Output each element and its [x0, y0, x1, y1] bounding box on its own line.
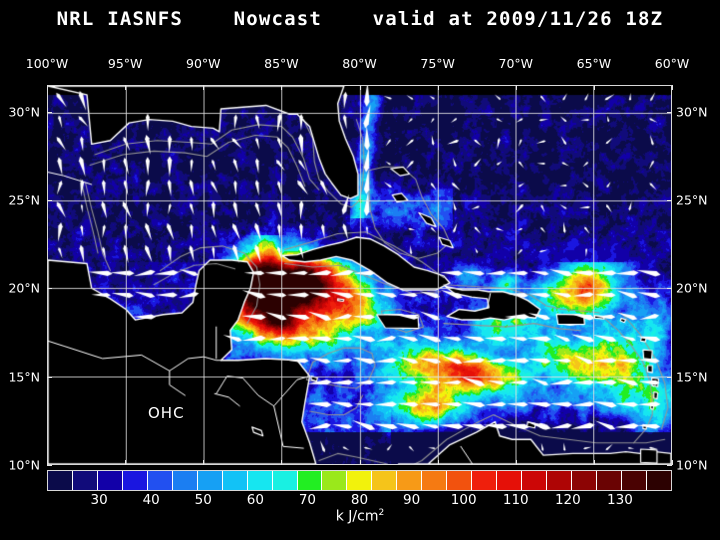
lon-tick — [672, 460, 673, 465]
colorbar-cell-19 — [522, 471, 548, 490]
map-panel[interactable] — [47, 85, 672, 465]
colorbar-cell-21 — [572, 471, 597, 490]
lon-label--95: 95°W — [107, 56, 143, 71]
lat-tick — [47, 288, 52, 290]
lon-tick — [515, 85, 517, 90]
lon-tick — [47, 460, 48, 465]
lon-tick — [125, 460, 127, 465]
colorbar-units-label: k J/cm2 — [0, 508, 720, 525]
lon-tick — [359, 460, 361, 465]
colorbar-cell-12 — [347, 471, 373, 490]
lon-label--90: 90°W — [185, 56, 221, 71]
lon-tick — [47, 85, 48, 90]
lat-label-15-left: 15°N — [8, 369, 40, 385]
colorbar-tick-80: 80 — [350, 492, 369, 508]
lat-tick — [667, 376, 672, 378]
lon-tick — [672, 85, 673, 90]
colorbar-tick-30: 30 — [90, 492, 108, 508]
colorbar-tick-100: 100 — [450, 492, 477, 508]
lon-label--100: 100°W — [25, 56, 69, 71]
colorbar-cell-17 — [472, 471, 498, 490]
lon-tick — [359, 85, 361, 90]
lon-label--60: 60°W — [654, 56, 690, 71]
lat-label-30-left: 30°N — [8, 104, 40, 119]
colorbar-tick-40: 40 — [142, 492, 160, 508]
colorbar-tick-110: 110 — [502, 492, 529, 508]
colorbar-tick-50: 50 — [194, 492, 212, 508]
lat-label-10-right: 10°N — [676, 457, 708, 473]
colorbar-cell-18 — [497, 471, 523, 490]
lat-label-25-right: 25°N — [676, 192, 708, 208]
units-text: k J/cm — [335, 508, 379, 525]
colorbar-tick-60: 60 — [246, 492, 264, 508]
colorbar-cell-5 — [172, 471, 198, 490]
lat-tick — [47, 111, 52, 113]
colorbar-tick-70: 70 — [298, 492, 316, 508]
colorbar-cell-20 — [547, 471, 573, 490]
colorbar-cell-14 — [397, 471, 423, 490]
lon-tick — [437, 85, 439, 90]
lat-tick — [667, 111, 672, 113]
colorbar-cell-6 — [197, 471, 223, 490]
colorbar-cell-3 — [122, 471, 148, 490]
lat-tick — [47, 199, 52, 201]
lon-label--85: 85°W — [264, 56, 299, 71]
units-exponent: 2 — [378, 508, 385, 518]
lat-label-20-right: 20°N — [676, 280, 708, 296]
lon-label--70: 70°W — [498, 56, 534, 71]
lat-tick — [47, 465, 52, 466]
lat-label-30-right: 30°N — [676, 104, 708, 119]
colorbar-cell-10 — [297, 471, 323, 490]
colorbar-cell-15 — [422, 471, 448, 490]
ohc-map-canvas[interactable] — [48, 86, 671, 464]
lon-tick — [281, 85, 283, 90]
lat-tick — [47, 376, 52, 378]
lat-tick — [667, 288, 672, 290]
colorbar-cell-22 — [596, 471, 622, 490]
page-title: NRL IASNFS Nowcast valid at 2009/11/26 1… — [56, 8, 664, 30]
lat-label-15-right: 15°N — [676, 369, 708, 385]
lon-label--65: 65°W — [576, 56, 612, 71]
lon-tick — [125, 85, 127, 90]
colorbar-cell-1 — [72, 471, 98, 490]
lon-tick — [437, 460, 439, 465]
colorbar-cell-16 — [447, 471, 473, 490]
lon-tick — [203, 460, 205, 465]
lat-label-25-left: 25°N — [8, 192, 40, 208]
lon-tick — [203, 85, 205, 90]
colorbar-tick-90: 90 — [402, 492, 421, 508]
lon-tick — [281, 460, 283, 465]
lon-label--80: 80°W — [342, 56, 377, 71]
colorbar-cell-8 — [247, 471, 273, 490]
colorbar[interactable] — [47, 470, 672, 491]
colorbar-cell-23 — [621, 471, 647, 490]
colorbar-cell-11 — [322, 471, 348, 490]
lat-tick — [667, 199, 672, 201]
colorbar-tick-130: 130 — [607, 492, 633, 508]
lon-label--75: 75°W — [420, 56, 455, 71]
lon-tick — [593, 460, 595, 465]
colorbar-cell-24 — [646, 471, 671, 490]
lon-tick — [515, 460, 517, 465]
lat-tick — [667, 465, 672, 466]
ohc-annotation: OHC — [148, 404, 185, 422]
lat-label-20-left: 20°N — [8, 280, 40, 296]
colorbar-tick-120: 120 — [554, 492, 581, 508]
colorbar-cell-2 — [97, 471, 123, 490]
lat-label-10-left: 10°N — [8, 457, 40, 473]
colorbar-cell-9 — [272, 471, 298, 490]
colorbar-cell-0 — [48, 471, 73, 490]
colorbar-cell-13 — [372, 471, 398, 490]
lon-tick — [593, 85, 595, 90]
colorbar-cell-7 — [222, 471, 248, 490]
colorbar-cell-4 — [147, 471, 173, 490]
